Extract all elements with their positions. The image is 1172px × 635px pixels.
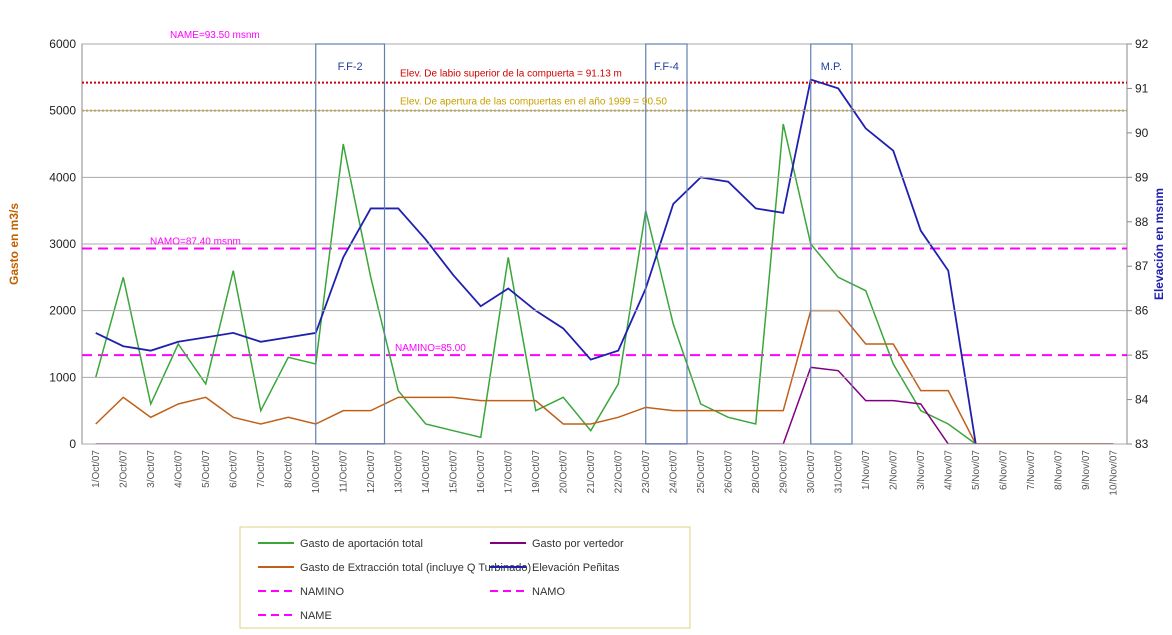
legend-label: Gasto de Extracción total (incluye Q Tur… — [300, 562, 531, 574]
x-tick-label: 3/Oct/07 — [146, 450, 157, 488]
y-tick-label: 5000 — [49, 104, 76, 118]
x-tick-label: 31/Oct/07 — [833, 450, 844, 494]
y-tick-label: 4000 — [49, 170, 76, 184]
x-tick-label: 5/Nov/07 — [971, 450, 982, 490]
y2-tick-label: 88 — [1135, 215, 1149, 229]
series-line — [95, 366, 1114, 444]
x-tick-label: 28/Oct/07 — [751, 450, 762, 494]
y-axis-label: Gasto en m3/s — [7, 203, 21, 285]
y2-tick-label: 89 — [1135, 170, 1149, 184]
x-tick-label: 29/Oct/07 — [778, 450, 789, 494]
x-tick-label: 7/Oct/07 — [256, 450, 267, 488]
legend-label: Gasto por vertedor — [532, 538, 624, 550]
y-tick-label: 2000 — [49, 304, 76, 318]
x-tick-label: 24/Oct/07 — [668, 450, 679, 494]
x-tick-label: 3/Nov/07 — [916, 450, 927, 490]
reference-label: Elev. De labio superior de la compuerta … — [400, 69, 622, 80]
y2-tick-label: 83 — [1135, 437, 1149, 451]
reference-label: NAME=93.50 msnm — [170, 30, 260, 41]
x-tick-label: 7/Nov/07 — [1026, 450, 1037, 490]
x-tick-label: 6/Oct/07 — [228, 450, 239, 488]
y-tick-label: 6000 — [49, 37, 76, 51]
event-label: M.P. — [821, 61, 842, 73]
x-tick-label: 8/Oct/07 — [283, 450, 294, 488]
x-tick-label: 19/Oct/07 — [531, 450, 542, 494]
y-tick-label: 0 — [69, 437, 76, 451]
event-box — [810, 43, 853, 445]
x-tick-label: 15/Oct/07 — [448, 450, 459, 494]
event-box — [315, 43, 386, 445]
y2-tick-label: 92 — [1135, 37, 1149, 51]
x-tick-label: 4/Nov/07 — [943, 450, 954, 490]
reference-label: NAMINO=85.00 — [395, 343, 466, 354]
x-tick-label: 5/Oct/07 — [201, 450, 212, 488]
y2-tick-label: 87 — [1135, 259, 1149, 273]
event-label: F.F-2 — [338, 61, 363, 73]
x-tick-label: 1/Nov/07 — [861, 450, 872, 490]
x-tick-label: 8/Nov/07 — [1053, 450, 1064, 490]
x-tick-label: 10/Nov/07 — [1108, 450, 1119, 496]
x-tick-label: 20/Oct/07 — [558, 450, 569, 494]
y2-tick-label: 85 — [1135, 348, 1149, 362]
x-tick-label: 26/Oct/07 — [723, 450, 734, 494]
y2-tick-label: 91 — [1135, 81, 1149, 95]
y2-tick-label: 86 — [1135, 304, 1149, 318]
x-tick-label: 23/Oct/07 — [641, 450, 652, 494]
legend-label: NAME — [300, 610, 332, 622]
x-tick-label: 12/Oct/07 — [366, 450, 377, 494]
x-tick-label: 17/Oct/07 — [503, 450, 514, 494]
x-tick-label: 21/Oct/07 — [586, 450, 597, 494]
y2-tick-label: 84 — [1135, 393, 1149, 407]
x-tick-label: 4/Oct/07 — [173, 450, 184, 488]
x-tick-label: 9/Nov/07 — [1081, 450, 1092, 490]
y2-axis-label: Elevación en msnm — [1152, 188, 1166, 300]
y-tick-label: 3000 — [49, 237, 76, 251]
legend-label: Elevación Peñitas — [532, 562, 620, 574]
x-tick-label: 22/Oct/07 — [613, 450, 624, 494]
x-tick-label: 6/Nov/07 — [998, 450, 1009, 490]
legend — [239, 526, 691, 629]
reference-label: NAMO=87.40 msnm — [150, 236, 241, 247]
x-tick-label: 14/Oct/07 — [421, 450, 432, 494]
series-line — [95, 123, 1114, 444]
x-tick-label: 2/Nov/07 — [888, 450, 899, 490]
x-tick-label: 11/Oct/07 — [338, 450, 349, 493]
y-tick-label: 1000 — [49, 370, 76, 384]
legend-label: Gasto de aportación total — [300, 538, 423, 550]
x-tick-label: 10/Oct/07 — [311, 450, 322, 494]
x-tick-label: 16/Oct/07 — [476, 450, 487, 494]
legend-label: NAMO — [532, 586, 565, 598]
event-label: F.F-4 — [654, 61, 679, 73]
reference-label: Elev. De apertura de las compuertas en e… — [400, 97, 667, 108]
x-tick-label: 30/Oct/07 — [806, 450, 817, 494]
x-tick-label: 1/Oct/07 — [91, 450, 102, 488]
event-box — [645, 43, 688, 445]
x-tick-label: 2/Oct/07 — [118, 450, 129, 488]
legend-label: NAMINO — [300, 586, 344, 598]
x-tick-label: 25/Oct/07 — [696, 450, 707, 494]
y2-tick-label: 90 — [1135, 126, 1149, 140]
series-line — [95, 309, 1114, 444]
x-tick-label: 13/Oct/07 — [393, 450, 404, 494]
